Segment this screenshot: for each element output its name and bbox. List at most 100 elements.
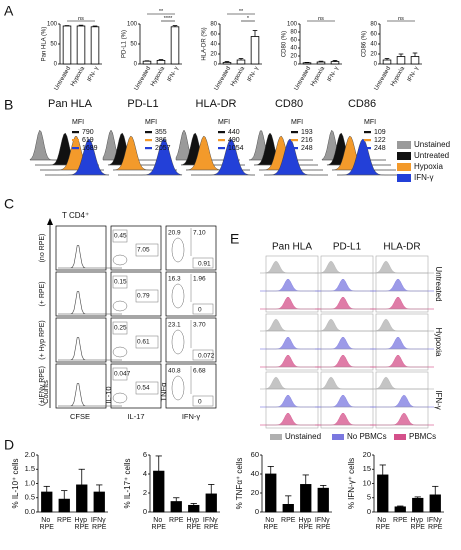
y-tick-label: 0 — [134, 62, 138, 68]
flow-plot-frame — [165, 271, 217, 317]
x-tick-label: IFN- γ — [247, 66, 260, 83]
x-tick-label: Hypoxia — [310, 65, 326, 87]
legend-label: Unstained — [285, 432, 321, 441]
mfi-value: 193 — [301, 129, 313, 136]
y-tick-label: 100 — [287, 22, 298, 28]
x-tick-label: Untreated — [214, 66, 232, 92]
bar — [410, 56, 420, 65]
significance-label: ** — [239, 9, 244, 15]
gate — [112, 321, 128, 335]
y-tick-label: 80 — [210, 22, 217, 28]
density — [112, 300, 128, 312]
histogram-title: HLA-DR — [196, 98, 237, 110]
y-axis-label: HLA-DR (%) — [202, 27, 208, 60]
mfi-swatch — [364, 131, 371, 134]
histogram-title: CD86 — [348, 98, 376, 110]
y-tick-label: 0 — [143, 507, 147, 516]
bar — [205, 493, 217, 513]
cfse-histogram — [58, 383, 122, 407]
y-tick-label: 20 — [370, 52, 377, 58]
x-tick-label: IFN- γ — [327, 66, 340, 83]
mfi-value: 2057 — [155, 145, 171, 152]
cfse-histogram — [58, 291, 122, 315]
bar — [62, 25, 72, 65]
column-header: PD-L1 — [333, 242, 362, 253]
mfi-label: MFI — [291, 119, 303, 126]
bar — [222, 62, 232, 65]
axis-label: Counts — [41, 380, 50, 404]
gate-value: 40.8 — [168, 368, 181, 375]
y-tick-label: 20 — [363, 450, 371, 459]
bar — [250, 36, 260, 65]
mfi-swatch — [72, 139, 79, 142]
gate — [192, 349, 214, 361]
x-tick-label: Hyp RPE — [75, 517, 90, 531]
y-tick-label: 60 — [251, 450, 259, 459]
x-tick-label: IFNγ RPE — [91, 517, 108, 531]
bar — [382, 59, 392, 65]
legend-label: Hypoxia — [414, 162, 443, 171]
mfi-value: 248 — [374, 145, 386, 152]
row-label: Untreated — [434, 266, 443, 301]
y-tick-label: 40 — [251, 469, 259, 478]
gate-value: 0 — [198, 307, 202, 314]
mfi-label: MFI — [72, 119, 84, 126]
mfi-value: 122 — [374, 137, 386, 144]
mfi-value: 490 — [228, 137, 240, 144]
x-tick-label: No RPE — [40, 517, 55, 531]
row-label: (+ Hyp RPE) — [39, 320, 46, 359]
bar — [265, 473, 277, 513]
bar — [41, 491, 53, 513]
bar — [394, 506, 406, 513]
gate — [112, 229, 128, 243]
legend-swatch — [397, 141, 411, 149]
gate-value: 0.15 — [114, 279, 127, 286]
x-tick-label: IFNγ RPE — [427, 517, 444, 531]
x-tick-label: No RPE — [152, 517, 167, 531]
x-tick-label: Untreated — [374, 66, 392, 92]
x-tick-label: IFNγ RPE — [203, 517, 220, 531]
significance-label: ** — [159, 9, 164, 15]
arrow-head — [47, 218, 53, 225]
mfi-swatch — [291, 139, 298, 142]
mfi-swatch — [218, 139, 225, 142]
flow-plot-frame — [55, 363, 107, 409]
y-axis-label: PD-L1 (%) — [122, 30, 128, 58]
bar — [317, 487, 329, 513]
y-tick-label: 80 — [290, 30, 297, 36]
legend-label: Untreated — [414, 151, 449, 160]
y-tick-label: 60 — [290, 38, 297, 44]
x-tick-label: No RPE — [264, 517, 279, 531]
y-tick-label: 1.0 — [25, 478, 35, 487]
x-tick-label: IFN- γ — [167, 66, 180, 83]
legend-label: PBMCs — [409, 432, 436, 441]
y-axis-label: % IL-10⁺ cells — [11, 458, 20, 508]
y-axis-label: Pan HLA (%) — [42, 27, 48, 62]
x-tick-label: IFN- γ — [87, 66, 100, 83]
y-tick-label: 10 — [363, 478, 371, 487]
y-axis-label: % TNFα⁺ cells — [235, 458, 244, 510]
axis-label: IL-17 — [127, 412, 144, 421]
mfi-swatch — [291, 147, 298, 150]
histogram-title: Pan HLA — [48, 98, 93, 110]
legend-label: IFN-γ — [414, 173, 434, 182]
gate — [112, 275, 128, 289]
mfi-swatch — [72, 147, 79, 150]
y-tick-label: 4 — [143, 469, 147, 478]
row-label: (no RPE) — [39, 234, 46, 263]
mfi-value: 109 — [374, 129, 386, 136]
column-header: HLA-DR — [383, 242, 420, 253]
y-tick-label: 50 — [130, 42, 137, 48]
mfi-swatch — [72, 131, 79, 134]
mfi-label: MFI — [145, 119, 157, 126]
significance-label: ns — [78, 16, 84, 22]
y-axis-label: CD80 (%) — [282, 31, 288, 57]
x-tick-label: Hyp RPE — [187, 517, 202, 531]
gate-value: 0.25 — [114, 325, 127, 332]
x-tick-label: Untreated — [54, 66, 72, 92]
x-tick-label: Hypoxia — [230, 65, 246, 87]
legend-swatch — [397, 152, 411, 160]
y-tick-label: 60 — [370, 32, 377, 38]
y-tick-label: 20 — [210, 52, 217, 58]
